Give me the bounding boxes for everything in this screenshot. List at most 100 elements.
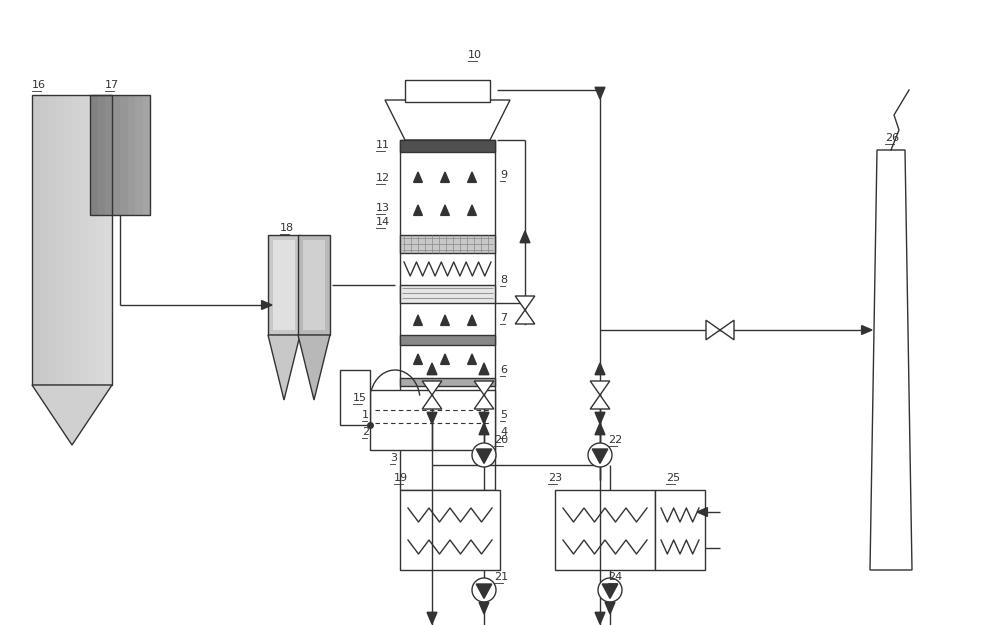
Bar	[303, 240, 325, 330]
Polygon shape	[479, 363, 489, 375]
Bar	[340, 370, 370, 425]
Text: 25: 25	[666, 473, 680, 483]
Polygon shape	[697, 508, 707, 516]
Bar	[90, 95, 150, 215]
Circle shape	[588, 443, 612, 467]
Bar	[56, 95, 65, 385]
Polygon shape	[427, 363, 437, 375]
Bar	[370, 390, 495, 450]
Circle shape	[472, 578, 496, 602]
Polygon shape	[590, 395, 610, 409]
Polygon shape	[441, 354, 449, 364]
Bar	[64, 95, 73, 385]
Bar	[655, 490, 705, 570]
Bar	[90, 95, 98, 215]
Polygon shape	[414, 205, 422, 216]
Text: 7: 7	[500, 313, 507, 323]
Polygon shape	[595, 423, 605, 435]
Bar	[298, 235, 330, 335]
Polygon shape	[298, 335, 330, 400]
Bar	[400, 285, 495, 303]
Polygon shape	[441, 315, 449, 326]
Polygon shape	[427, 612, 437, 624]
Bar	[143, 95, 151, 215]
Bar	[400, 140, 495, 152]
Bar	[98, 95, 106, 215]
Polygon shape	[479, 423, 489, 435]
Bar	[72, 95, 81, 385]
Polygon shape	[441, 205, 449, 216]
Polygon shape	[706, 320, 720, 340]
Text: 12: 12	[376, 173, 390, 183]
Text: 11: 11	[376, 140, 390, 150]
Polygon shape	[605, 602, 615, 614]
Bar	[104, 95, 113, 385]
Polygon shape	[474, 395, 494, 409]
Text: 14: 14	[376, 217, 390, 227]
Polygon shape	[515, 296, 535, 310]
Text: 9: 9	[500, 170, 507, 180]
Text: 19: 19	[394, 473, 408, 483]
Polygon shape	[414, 354, 422, 364]
Bar	[120, 95, 128, 215]
Polygon shape	[468, 172, 476, 182]
Polygon shape	[414, 172, 422, 182]
Bar	[88, 95, 97, 385]
Bar	[400, 235, 495, 253]
Polygon shape	[468, 354, 476, 364]
Text: 26: 26	[885, 133, 899, 143]
Polygon shape	[262, 301, 272, 309]
Text: 21: 21	[494, 572, 508, 582]
Polygon shape	[476, 584, 492, 598]
Polygon shape	[595, 88, 605, 99]
Polygon shape	[414, 315, 422, 326]
Text: 13: 13	[376, 203, 390, 213]
Bar	[32, 95, 41, 385]
Bar	[400, 378, 495, 386]
Bar	[48, 95, 57, 385]
Text: 18: 18	[280, 223, 294, 233]
Polygon shape	[422, 395, 442, 409]
Text: 8: 8	[500, 275, 507, 285]
Polygon shape	[602, 584, 618, 598]
Text: 22: 22	[608, 435, 622, 445]
Circle shape	[598, 578, 622, 602]
Polygon shape	[427, 412, 437, 424]
Bar	[80, 95, 89, 385]
Polygon shape	[32, 385, 112, 445]
Bar	[400, 335, 495, 345]
Polygon shape	[595, 363, 605, 375]
Bar	[96, 95, 105, 385]
Text: 17: 17	[105, 80, 119, 90]
Bar	[400, 140, 495, 490]
Polygon shape	[441, 172, 449, 182]
Polygon shape	[862, 326, 872, 334]
Bar	[555, 490, 655, 570]
Polygon shape	[385, 100, 510, 140]
Polygon shape	[476, 449, 492, 463]
Text: 3: 3	[390, 453, 397, 463]
Bar	[268, 235, 300, 335]
Text: 1: 1	[362, 410, 369, 420]
Text: 20: 20	[494, 435, 508, 445]
Polygon shape	[595, 412, 605, 424]
Polygon shape	[592, 449, 608, 463]
Polygon shape	[515, 310, 535, 324]
Polygon shape	[590, 381, 610, 395]
Text: 4: 4	[500, 427, 507, 437]
Text: 2: 2	[362, 427, 369, 437]
Polygon shape	[422, 381, 442, 395]
Bar	[273, 240, 295, 330]
Polygon shape	[468, 315, 476, 326]
Bar	[405, 80, 490, 102]
Circle shape	[472, 443, 496, 467]
Bar	[135, 95, 144, 215]
Text: 15: 15	[353, 393, 367, 403]
Polygon shape	[870, 150, 912, 570]
Bar	[400, 490, 500, 570]
Text: 16: 16	[32, 80, 46, 90]
Bar	[32, 95, 112, 385]
Polygon shape	[520, 231, 530, 242]
Text: 24: 24	[608, 572, 622, 582]
Polygon shape	[479, 602, 489, 614]
